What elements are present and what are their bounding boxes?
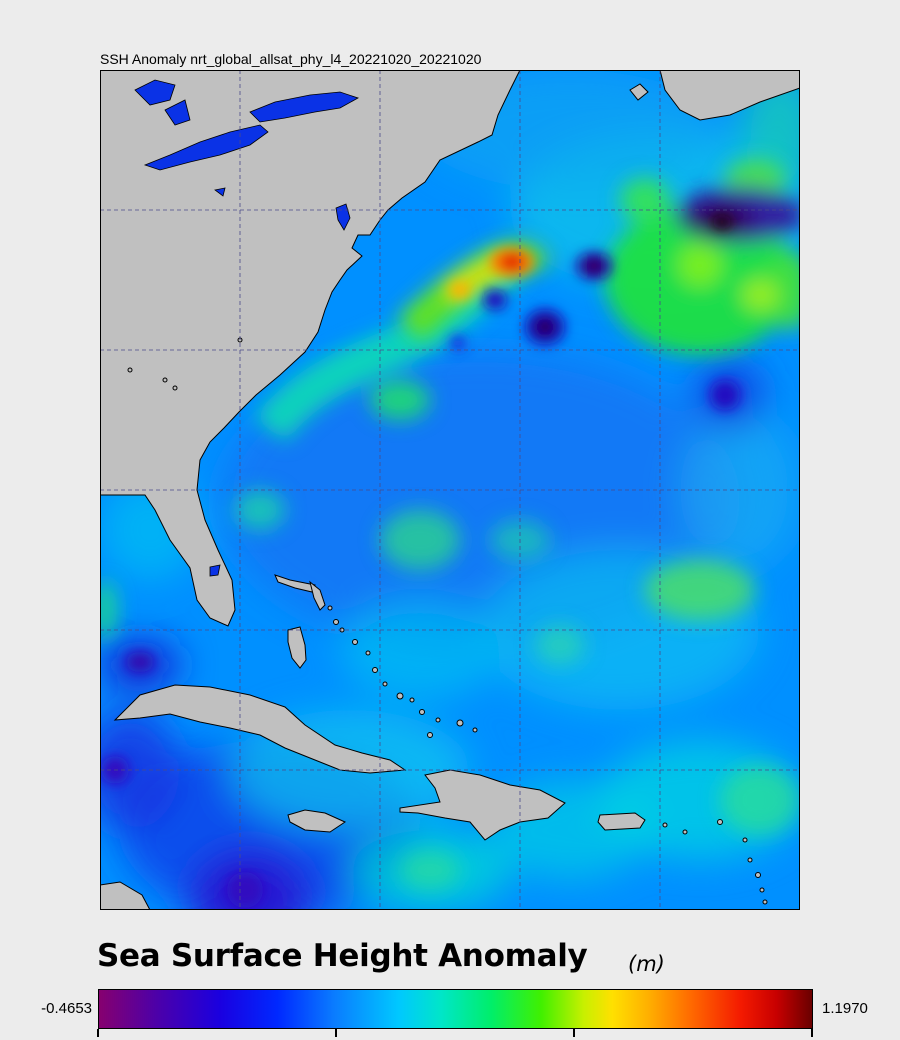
colorbar-min-label: -0.4653 — [41, 1000, 92, 1017]
graticule — [100, 70, 800, 910]
colorbar-tick — [97, 1029, 99, 1037]
colorbar-tick — [811, 1029, 813, 1037]
colorbar-tick — [335, 1029, 337, 1037]
ssh-anomaly-map — [100, 70, 800, 910]
lakes — [134, 79, 359, 577]
ocean-field — [100, 70, 800, 910]
colorbar — [98, 989, 813, 1029]
colorbar-tick — [573, 1029, 575, 1037]
legend-units: (m) — [628, 952, 665, 976]
colorbar-max-label: 1.1970 — [822, 1000, 868, 1017]
land — [100, 70, 800, 910]
legend-title: Sea Surface Height Anomaly — [97, 938, 588, 974]
map-title: SSH Anomaly nrt_global_allsat_phy_l4_202… — [100, 51, 482, 67]
